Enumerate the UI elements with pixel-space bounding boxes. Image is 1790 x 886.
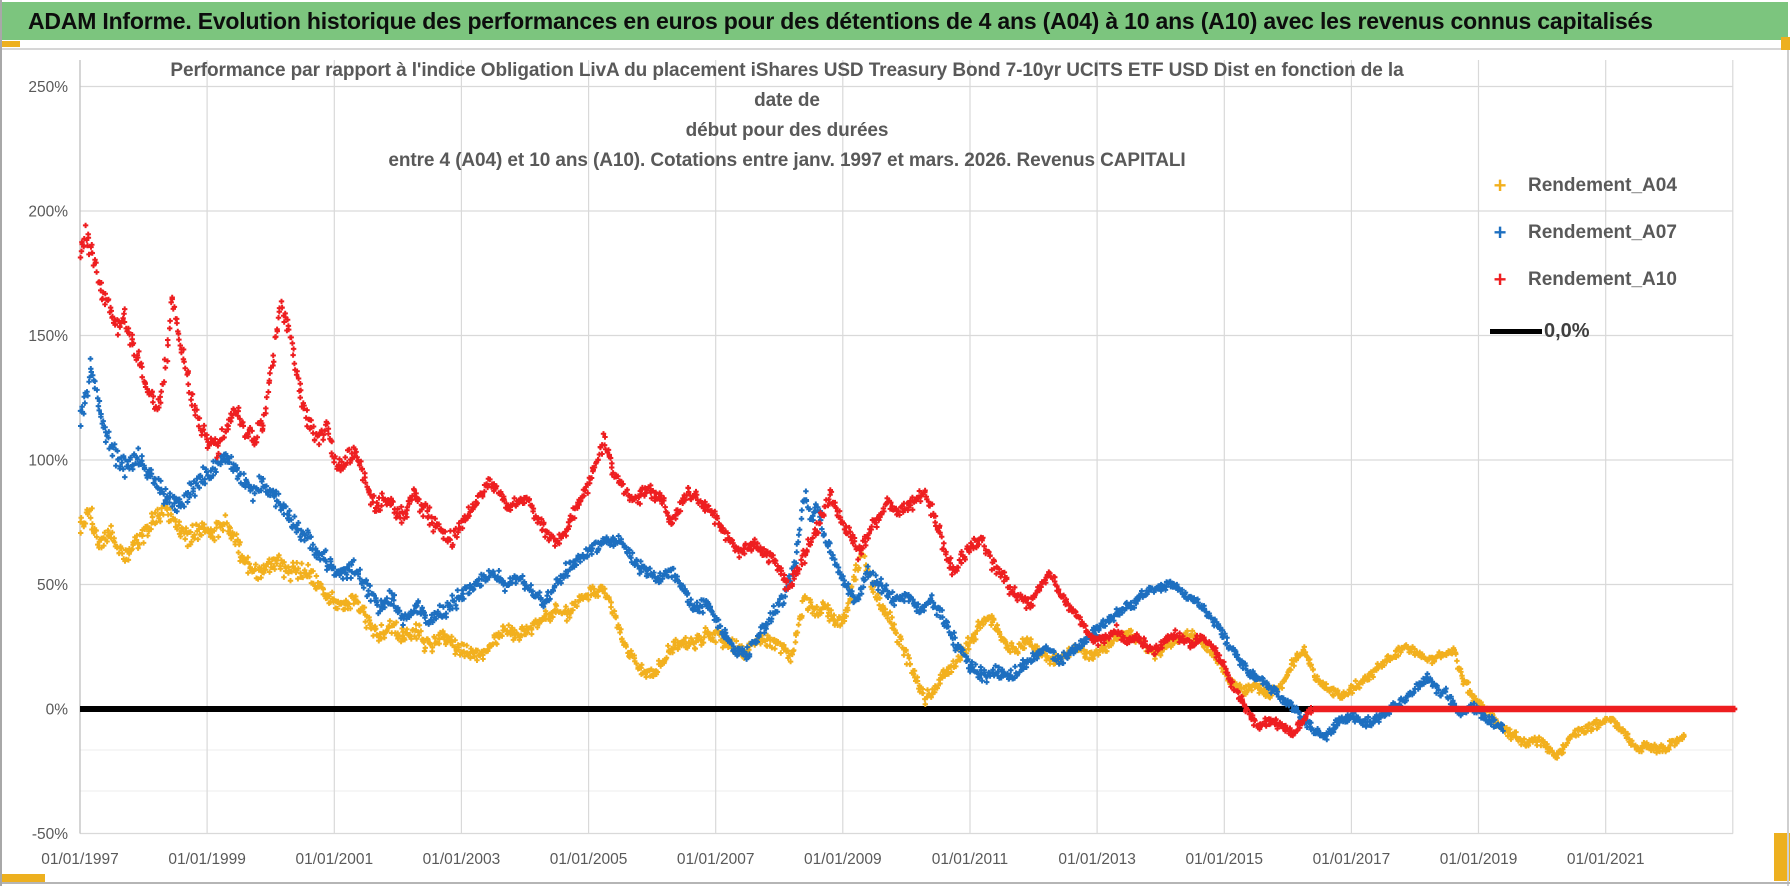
x-axis-tick-label: 01/01/2007 <box>677 851 755 868</box>
header-banner: ADAM Informe. Evolution historique des p… <box>2 2 1788 40</box>
header-divider <box>2 40 1790 50</box>
x-axis-tick-label: 01/01/2015 <box>1185 851 1263 868</box>
x-axis-tick-label: 01/01/2021 <box>1567 851 1645 868</box>
corner-accent-bottom-left <box>2 874 45 882</box>
x-axis-tick-label: 01/01/2011 <box>932 851 1008 868</box>
corner-accent-top-right <box>1781 37 1790 50</box>
series-rendement-a10-flat-zero <box>1311 705 1738 713</box>
minor-gridlines <box>80 749 1733 792</box>
black-line-swatch-icon <box>1490 328 1542 334</box>
y-axis-tick-label: 150% <box>28 328 68 345</box>
x-axis-tick-label: 01/01/2013 <box>1058 851 1136 868</box>
header-banner-text: ADAM Informe. Evolution historique des p… <box>28 8 1653 34</box>
series-rendement-a04 <box>77 503 1687 761</box>
page-bottom-border <box>2 882 1790 884</box>
corner-accent-bottom-right <box>1774 833 1790 881</box>
chart-title-line3: entre 4 (A04) et 10 ans (A10). Cotations… <box>388 150 1186 171</box>
series-rendement-a07 <box>77 356 1506 743</box>
y-axis-tick-label: 200% <box>28 203 68 220</box>
y-axis-tick-label: 50% <box>37 577 68 594</box>
x-axis-tick-label: 01/01/1999 <box>168 851 246 868</box>
x-axis-tick-label: 01/01/2009 <box>804 851 882 868</box>
chart-title-line2: début pour des durées <box>685 120 889 141</box>
plus-icon: + <box>1493 172 1507 198</box>
y-axis-tick-label: 100% <box>28 452 68 469</box>
page-right-border <box>1787 50 1789 886</box>
y-gridlines <box>80 85 1733 835</box>
legend-item-zero-line[interactable]: 0,0% <box>1490 309 1677 353</box>
y-axis-tick-label: 250% <box>28 79 68 96</box>
legend-item-rendement-a10[interactable]: + Rendement_A10 <box>1490 256 1677 303</box>
legend-label: 0,0% <box>1544 319 1590 342</box>
x-axis-tick-label: 01/01/1997 <box>41 851 119 868</box>
legend-item-rendement-a04[interactable]: + Rendement_A04 <box>1490 162 1677 209</box>
y-axis-tick-label: 0% <box>46 701 69 718</box>
x-axis-tick-label: 01/01/2003 <box>423 851 501 868</box>
legend-item-rendement-a07[interactable]: + Rendement_A07 <box>1490 209 1677 256</box>
plus-icon: + <box>1493 266 1507 292</box>
chart-legend: + Rendement_A04 + Rendement_A07 + Rendem… <box>1490 162 1677 353</box>
chart-title: Performance par rapport à l'indice Oblig… <box>152 56 1422 176</box>
x-axis-tick-label: 01/01/2001 <box>295 851 373 868</box>
legend-label: Rendement_A04 <box>1528 174 1677 196</box>
x-axis-tick-label: 01/01/2017 <box>1313 851 1391 868</box>
corner-accent-top-left <box>2 41 20 47</box>
plus-icon: + <box>1493 219 1507 245</box>
legend-label: Rendement_A07 <box>1528 221 1677 243</box>
series-rendement-a10 <box>77 222 1314 739</box>
x-axis-tick-label: 01/01/2005 <box>550 851 628 868</box>
legend-label: Rendement_A10 <box>1528 268 1677 290</box>
chart-title-line1: Performance par rapport à l'indice Oblig… <box>170 60 1404 111</box>
y-axis-tick-label: -50% <box>32 826 68 843</box>
x-axis-tick-label: 01/01/2019 <box>1440 851 1518 868</box>
